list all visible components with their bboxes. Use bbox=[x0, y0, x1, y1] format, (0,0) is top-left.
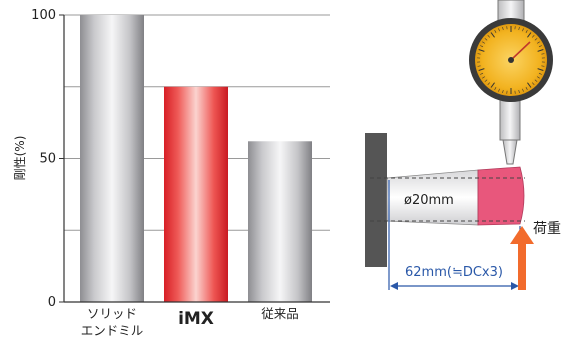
gauge-ticks bbox=[477, 26, 545, 94]
y-tick-label: 0 bbox=[48, 295, 56, 310]
gauge-stem bbox=[499, 95, 521, 141]
gauge-tick bbox=[494, 30, 497, 33]
gauge-tick bbox=[538, 45, 542, 48]
gauge-tick bbox=[518, 89, 520, 94]
gauge-tick bbox=[480, 72, 484, 75]
gauge-tick bbox=[487, 82, 490, 85]
gauge-needle bbox=[510, 41, 531, 61]
gauge-tick bbox=[532, 35, 535, 38]
gauge-tick bbox=[482, 41, 485, 44]
gauge-tick bbox=[534, 38, 538, 41]
gauge-tick bbox=[534, 79, 538, 82]
load-arrow-icon bbox=[510, 226, 534, 290]
gauge-tick bbox=[522, 88, 524, 92]
gauge-tick bbox=[480, 45, 484, 48]
gauge-tick bbox=[537, 76, 540, 79]
gauge-tick bbox=[478, 49, 485, 52]
gauge-tick bbox=[525, 87, 528, 90]
gauge-tick bbox=[490, 82, 495, 88]
gauge-tick bbox=[498, 28, 500, 32]
gauge-tick bbox=[538, 72, 542, 75]
gauge-tick bbox=[478, 68, 485, 71]
gauge-tick bbox=[494, 87, 497, 90]
gauge-tick bbox=[532, 82, 535, 85]
gauge-tick bbox=[498, 88, 500, 92]
x-tick-label: ソリッド bbox=[87, 306, 137, 321]
axes bbox=[59, 14, 330, 303]
gauge-tick bbox=[502, 89, 504, 94]
gauge-tick bbox=[537, 41, 540, 44]
y-tick-label: 50 bbox=[39, 152, 56, 167]
load-label: 荷重 bbox=[533, 221, 561, 237]
y-axis-label: 剛性(%) bbox=[13, 136, 27, 181]
gauge-tick bbox=[477, 53, 481, 55]
gauge-tick bbox=[527, 32, 532, 38]
gauge-tick bbox=[525, 30, 528, 33]
dim-arrow-left bbox=[390, 282, 398, 290]
gauge-tick bbox=[490, 32, 495, 38]
bars bbox=[80, 15, 312, 302]
diameter-label: ø20mm bbox=[404, 193, 454, 208]
gauge-tick bbox=[487, 35, 490, 38]
length-label: 62mm(≒DCx3) bbox=[405, 265, 503, 280]
gauge-tick bbox=[484, 79, 488, 82]
gauge-tick bbox=[482, 76, 485, 79]
x-tick-label: 従来品 bbox=[261, 306, 299, 321]
gauge-tick bbox=[537, 68, 544, 71]
gauge-tick bbox=[484, 38, 488, 41]
gauge-tick bbox=[518, 26, 520, 31]
gauge-tick bbox=[502, 26, 504, 31]
dial-gauge bbox=[469, 0, 553, 165]
gauge-tick bbox=[522, 28, 524, 32]
x-tick-label: iMX bbox=[178, 309, 214, 329]
gauge-plunger bbox=[502, 139, 518, 165]
gauge-hub bbox=[508, 57, 514, 63]
gauge-tick bbox=[527, 82, 532, 88]
gauge-tick bbox=[541, 65, 545, 67]
holder-wall bbox=[365, 133, 387, 267]
gauge-tick bbox=[537, 49, 544, 52]
bar-0 bbox=[80, 15, 144, 302]
gauge-tick bbox=[541, 53, 545, 55]
x-tick-label: エンドミル bbox=[81, 323, 144, 338]
load-arrow bbox=[510, 226, 534, 290]
gauge-tick bbox=[477, 65, 481, 67]
tool-head bbox=[477, 166, 525, 226]
dim-arrow-right bbox=[511, 282, 519, 290]
bar-1 bbox=[164, 86, 228, 302]
bar-2 bbox=[248, 141, 312, 302]
y-tick-label: 100 bbox=[31, 8, 56, 23]
